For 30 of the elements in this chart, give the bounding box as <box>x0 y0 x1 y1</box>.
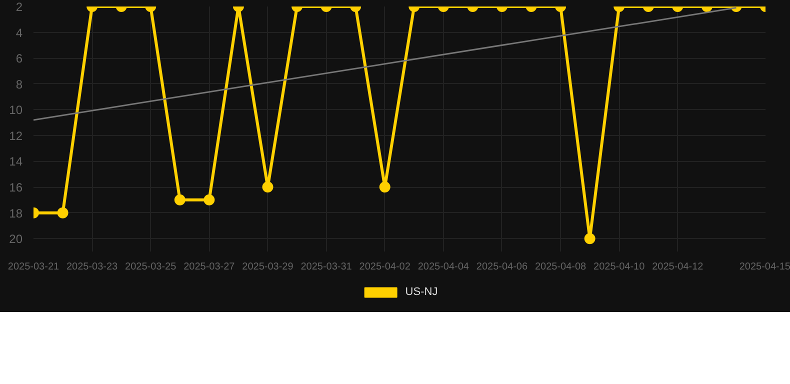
y-tick-label: 16 <box>9 180 23 195</box>
x-tick-label: 2025-04-15 <box>739 262 790 272</box>
y-tick-label: 18 <box>9 206 23 220</box>
point <box>584 233 596 244</box>
y-tick-label: 14 <box>9 154 23 169</box>
x-tick-label: 2025-04-04 <box>418 262 470 272</box>
y-tick-label: 6 <box>16 52 23 66</box>
y-tick-label: 10 <box>9 103 23 118</box>
x-tick-label: 2025-03-27 <box>184 262 236 272</box>
x-tick-label: 2025-04-02 <box>359 262 411 272</box>
point <box>262 182 274 193</box>
y-tick-label: 2 <box>16 0 23 14</box>
x-tick-label: 2025-03-23 <box>66 262 118 272</box>
point <box>379 182 390 193</box>
x-tick-label: 2025-04-12 <box>652 262 704 272</box>
x-tick-label: 2025-03-21 <box>8 262 60 272</box>
point <box>57 207 68 218</box>
point <box>174 194 186 206</box>
x-tick-label: 2025-03-29 <box>242 262 294 272</box>
x-tick-label: 2025-04-08 <box>534 262 587 272</box>
x-tick-label: 2025-03-31 <box>300 262 352 272</box>
y-tick-label: 4 <box>16 26 23 40</box>
x-tick-label: 2025-04-06 <box>476 262 528 272</box>
x-tick-label: 2025-04-10 <box>594 262 646 272</box>
y-tick-label: 12 <box>9 128 23 143</box>
y-tick-label: 20 <box>9 232 23 246</box>
y-tick-label: 8 <box>16 77 23 92</box>
x-tick-label: 2025-03-25 <box>125 262 177 272</box>
point <box>204 194 215 206</box>
legend-label: US-NJ <box>405 286 438 298</box>
